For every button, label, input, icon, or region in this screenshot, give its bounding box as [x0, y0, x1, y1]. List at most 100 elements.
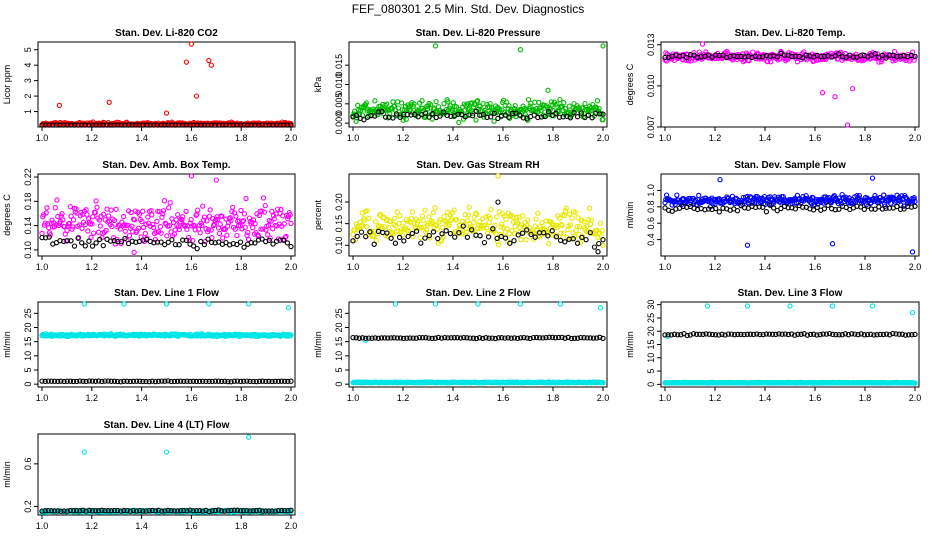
data-point: [415, 218, 421, 224]
data-point: [370, 232, 376, 239]
data-point: [352, 227, 358, 233]
y-tick-label: 0.015: [334, 54, 344, 77]
y-tick-label: 0.010: [334, 73, 344, 96]
data-point: [173, 217, 179, 223]
data-point: [528, 231, 534, 238]
data-point: [596, 240, 602, 247]
data-point: [372, 98, 378, 104]
data-point: [836, 51, 842, 57]
data-point: [277, 122, 283, 128]
data-point: [125, 122, 132, 128]
data-point: [187, 122, 193, 128]
data-point: [160, 211, 166, 217]
data-point: [586, 217, 592, 223]
data-point: [430, 111, 436, 117]
data-point: [140, 208, 146, 214]
data-point: [384, 101, 390, 107]
data-point: [97, 122, 103, 128]
data-point: [375, 109, 382, 115]
data-point: [546, 109, 552, 115]
data-point: [350, 238, 356, 244]
data-point: [562, 208, 569, 214]
data-point: [147, 122, 153, 128]
data-point: [586, 205, 593, 211]
data-point: [198, 238, 204, 245]
data-point: [495, 115, 501, 122]
y-tick-label: 10: [23, 351, 33, 361]
data-point: [241, 122, 247, 128]
panel-7: Stan. Dev. Line 1 Flow ml/min 1.0 1.2 1.4 1.6…: [2, 288, 297, 403]
data-point: [455, 111, 461, 117]
data-point: [258, 226, 264, 232]
data-point: [418, 234, 424, 241]
data-point: [390, 231, 396, 237]
data-point: [386, 224, 392, 231]
data-point: [70, 224, 76, 230]
data-point: [491, 110, 497, 117]
y-tick-label: 0.15: [334, 215, 344, 233]
data-point: [382, 114, 389, 120]
data-point: [233, 213, 239, 219]
data-point: [162, 241, 168, 248]
data-point: [208, 239, 215, 246]
data-point: [192, 227, 198, 233]
x-tick-label: 2.0: [597, 133, 610, 143]
data-point: [288, 220, 294, 227]
data-point: [169, 237, 175, 243]
data-point: [150, 221, 156, 228]
y-tick-label: 0.000: [334, 112, 344, 135]
data-point: [432, 205, 438, 211]
data-point: [222, 226, 228, 233]
data-point: [154, 239, 161, 245]
data-point: [462, 211, 468, 218]
data-point: [82, 221, 88, 228]
data-point: [571, 110, 577, 116]
data-point: [54, 197, 60, 203]
data-point: [64, 238, 70, 244]
series-subset: [350, 334, 606, 342]
data-point: [470, 219, 477, 226]
data-point: [574, 114, 581, 120]
data-point: [507, 213, 513, 219]
data-point: [832, 94, 838, 100]
data-point: [595, 249, 601, 255]
data-point: [427, 102, 434, 108]
data-point: [113, 206, 119, 212]
data-point: [481, 114, 487, 120]
data-point: [243, 195, 249, 202]
data-point: [517, 47, 524, 53]
y-tick-label: 0: [646, 382, 656, 387]
data-point: [97, 236, 103, 243]
y-tick-label: 0.22: [23, 168, 33, 186]
x-tick-label: 1.0: [347, 262, 360, 272]
data-point: [744, 242, 751, 248]
data-point: [488, 206, 494, 213]
x-tick-label: 1.2: [86, 133, 99, 143]
data-point: [193, 93, 200, 99]
data-point: [515, 220, 521, 226]
data-point: [503, 216, 509, 223]
data-point: [234, 241, 240, 248]
data-point: [576, 223, 583, 230]
data-point: [456, 230, 462, 236]
panel-6: Stan. Dev. Sample Flow ml/min 1.0 1.2 1.4 1.6…: [625, 160, 921, 272]
data-point: [411, 220, 417, 227]
data-point: [219, 122, 226, 128]
data-point: [844, 122, 851, 128]
data-point: [89, 243, 96, 249]
data-point: [361, 117, 367, 123]
data-point: [599, 228, 605, 234]
data-point: [687, 52, 694, 58]
data-point: [43, 210, 49, 216]
data-point: [517, 112, 523, 118]
data-point: [176, 122, 182, 128]
data-point: [419, 213, 426, 219]
data-point: [372, 113, 378, 119]
x-tick-label: 1.4: [135, 393, 148, 403]
data-point: [205, 226, 212, 233]
data-point: [399, 232, 405, 238]
data-point: [463, 226, 469, 232]
series-subset: [39, 507, 294, 515]
x-tick-label: 1.4: [447, 393, 460, 403]
data-point: [166, 223, 173, 229]
